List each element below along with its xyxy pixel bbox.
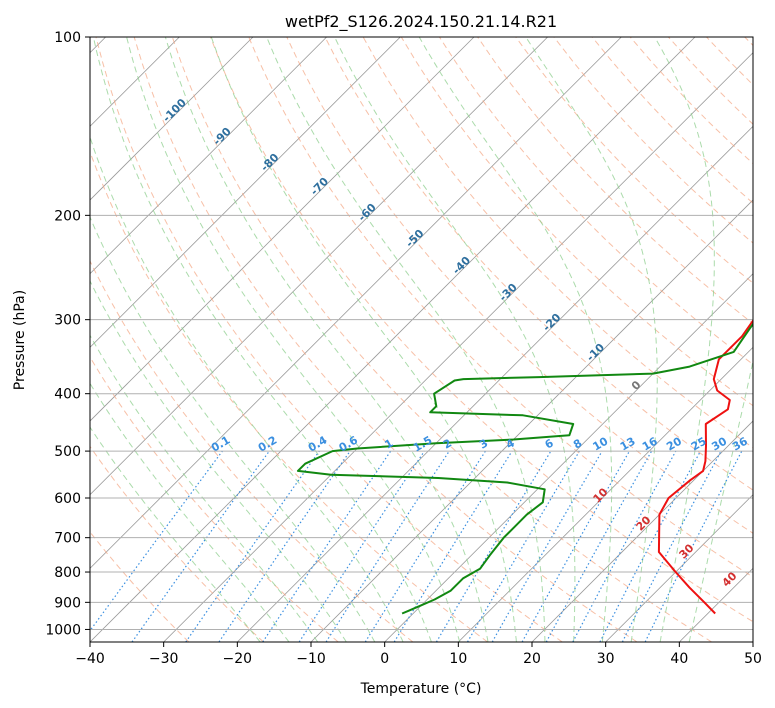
background-lines xyxy=(90,37,753,642)
mixing-ratio-line xyxy=(393,450,513,642)
x-tick-label: 10 xyxy=(449,651,467,667)
moist-adiabat-line xyxy=(688,358,753,642)
isotherm-line xyxy=(163,52,753,642)
moist-adiabat-line xyxy=(92,37,432,642)
dry-adiabat-line xyxy=(210,37,753,623)
mixing-ratio-line xyxy=(572,450,677,642)
dry-adiabat-line xyxy=(95,37,563,642)
isotherm-line xyxy=(90,37,622,569)
y-tick-label: 400 xyxy=(54,387,81,403)
dry-adiabat-line xyxy=(90,259,414,642)
y-tick-label: 600 xyxy=(54,491,81,507)
isotherm-line xyxy=(90,37,254,201)
isotherm-line xyxy=(90,37,548,496)
dry-adiabat-line xyxy=(90,445,264,642)
moist-adiabat-line xyxy=(266,37,546,642)
moist-adiabat-line xyxy=(334,37,576,642)
x-axis-ticks: −40 −30 −20 −10 0 10 20 30 40 50 xyxy=(75,642,762,667)
x-tick-label: −20 xyxy=(223,651,253,667)
y-axis-ticks: 100 200 300 400 500 600 700 800 900 1000 xyxy=(45,30,90,638)
moist-adiabat-line xyxy=(90,426,261,642)
dry-adiabat-line xyxy=(90,356,339,642)
plot-frame xyxy=(89,36,754,643)
isotherm-line xyxy=(90,37,696,642)
mixing-ratio-line xyxy=(90,450,223,632)
mixing-ratio-line xyxy=(298,450,425,642)
isotherm-line xyxy=(90,37,475,422)
y-tick-label: 500 xyxy=(54,444,81,460)
x-axis-label: Temperature (°C) xyxy=(360,681,482,697)
y-tick-label: 200 xyxy=(54,208,81,224)
moist-adiabat-line xyxy=(90,334,319,642)
y-axis-label: Pressure (hPa) xyxy=(12,290,28,390)
isotherm-line xyxy=(531,420,753,642)
moist-adiabat-line xyxy=(654,37,715,642)
moist-adiabat-line xyxy=(126,37,461,642)
isotherm-line xyxy=(458,346,753,642)
y-tick-label: 300 xyxy=(54,313,81,329)
x-tick-label: −10 xyxy=(296,651,326,667)
y-tick-label: 100 xyxy=(54,30,81,46)
isotherm-line xyxy=(752,641,753,642)
mixing-ratio-line xyxy=(545,450,653,642)
moist-adiabat-line xyxy=(418,37,613,642)
moist-adiabat-line xyxy=(164,37,489,642)
isotherm-line xyxy=(384,273,753,642)
x-tick-label: 50 xyxy=(744,651,762,667)
dewpoint-profile-line xyxy=(296,322,753,615)
chart-title: wetPf2_S126.2024.150.21.14.R21 xyxy=(285,12,557,32)
temperature-profile-line xyxy=(657,318,753,615)
x-tick-label: 30 xyxy=(597,651,615,667)
moist-adiabat-line xyxy=(90,135,404,642)
mixing-ratio-line xyxy=(218,450,351,642)
profile-series xyxy=(296,318,753,615)
isotherm-line xyxy=(237,125,753,642)
y-tick-label: 700 xyxy=(54,531,81,547)
moist-adiabat-line xyxy=(90,215,376,642)
mixing-ratio-line xyxy=(131,450,270,642)
y-tick-label: 800 xyxy=(54,565,81,581)
isotherm-line xyxy=(605,494,753,642)
mixing-ratio-line xyxy=(325,450,450,642)
x-tick-label: 40 xyxy=(670,651,688,667)
dry-adiabat-line xyxy=(248,37,753,578)
moist-adiabat-line xyxy=(90,382,290,642)
mixing-ratio-line xyxy=(262,450,392,642)
moist-adiabat-line xyxy=(525,37,658,642)
moist-adiabat-line xyxy=(210,37,517,642)
mixing-ratio-line xyxy=(644,450,743,642)
isotherm-line xyxy=(90,37,401,348)
isotherm-line xyxy=(90,37,327,275)
mixing-ratio-line xyxy=(185,450,320,642)
plot-background xyxy=(90,37,753,642)
dry-adiabat-line xyxy=(171,37,712,642)
y-tick-label: 900 xyxy=(54,595,81,611)
x-tick-label: −30 xyxy=(149,651,179,667)
x-tick-label: 20 xyxy=(523,651,541,667)
x-tick-label: −40 xyxy=(75,651,105,667)
dry-adiabat-line xyxy=(515,37,753,284)
dry-adiabat-line xyxy=(324,37,753,491)
x-tick-label: 0 xyxy=(380,651,389,667)
dry-adiabat-line xyxy=(286,37,753,534)
mixing-ratio-line xyxy=(521,450,631,642)
y-tick-label: 1000 xyxy=(45,622,81,638)
